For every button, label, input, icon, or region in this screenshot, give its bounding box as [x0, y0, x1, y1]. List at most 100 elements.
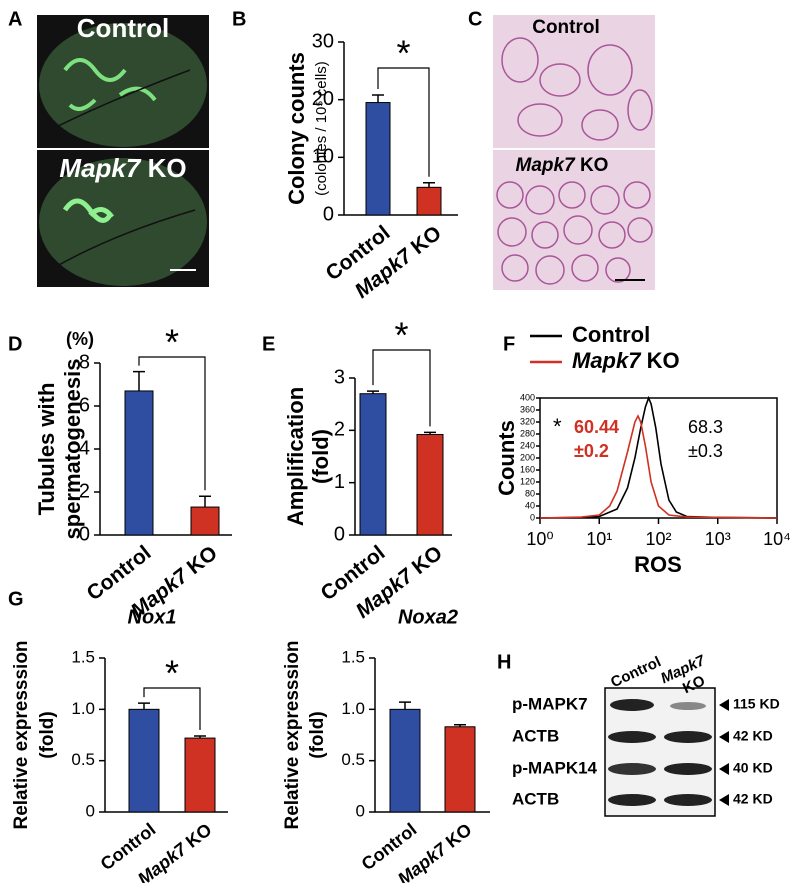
size-label: 40 KD [733, 760, 773, 776]
size-label: 115 KD [733, 696, 780, 712]
y-axis-label: Amplification [283, 387, 308, 526]
western-blot [604, 687, 716, 817]
significance-bracket [143, 687, 201, 731]
y-tick-label: 0 [334, 523, 345, 545]
y-axis-label: (fold) [308, 429, 333, 484]
error-bar [133, 370, 145, 391]
size-label: 42 KD [733, 728, 773, 744]
annotation: 60.44 [574, 417, 619, 437]
y-tick-label: 0 [79, 523, 90, 545]
annotation: ±0.3 [688, 441, 723, 461]
panel-letter: G [8, 588, 24, 610]
error-bar [138, 702, 150, 710]
significance-bracket [377, 67, 430, 177]
y-tick-label: 2 [79, 480, 90, 502]
x-tick-label: 10⁰ [526, 529, 553, 549]
y-tick-label: 0 [86, 801, 95, 820]
y-axis-label: Relative expresssion [11, 640, 32, 829]
arrow [719, 731, 729, 743]
y-tick-label: 6 [79, 394, 90, 416]
panel-letter: E [262, 333, 275, 355]
y-axis-label: spermatogenesis [60, 359, 85, 540]
y-tick-label: 0 [356, 801, 365, 820]
bar [416, 434, 444, 536]
row-label: p-MAPK7 [512, 694, 588, 713]
y-axis-label: (colonies / 10⁵ cells) [313, 61, 330, 196]
y-tick-label: 40 [525, 500, 535, 510]
y-tick-label: 1.0 [341, 699, 365, 718]
y-tick-label: 360 [520, 404, 535, 414]
significance-mark: * [396, 33, 410, 74]
y-tick-label: 1.0 [71, 699, 95, 718]
y-axis-label: Tubules with [34, 383, 59, 516]
arrow [719, 699, 729, 711]
panel-letter: A [8, 8, 22, 30]
series-line [539, 414, 778, 519]
y-tick-label: 0.5 [71, 750, 95, 769]
x-tick-label: 10² [645, 529, 671, 549]
bar [416, 186, 442, 216]
y-tick-label: 1.5 [341, 647, 365, 666]
y-axis-unit: (%) [66, 329, 94, 349]
annotation: 68.3 [688, 417, 723, 437]
y-tick-label: 8 [79, 351, 90, 373]
y-tick-label: 320 [520, 416, 535, 426]
histology-image [493, 15, 655, 290]
bar [184, 737, 216, 813]
y-tick-label: 0 [530, 512, 535, 522]
y-tick-label: 400 [520, 392, 535, 402]
legend-label: Control [572, 322, 650, 347]
error-bar [399, 701, 411, 710]
bar [190, 506, 220, 536]
row-label: ACTB [512, 789, 559, 808]
panel-letter: C [468, 8, 482, 30]
significance-mark: * [394, 315, 408, 356]
bar [365, 102, 391, 216]
x-axis-label: ROS [634, 552, 682, 577]
y-axis-label: Relative expresssion [282, 640, 303, 829]
error-bar [372, 94, 384, 103]
panel-letter: D [8, 333, 22, 355]
y-tick-label: 160 [520, 464, 535, 474]
legend-label: Mapk7 KO [572, 348, 680, 373]
panel-letter: H [497, 651, 511, 673]
annotation: ±0.2 [574, 441, 609, 461]
image-label: Mapk7 KO [59, 153, 186, 183]
y-axis-label: (fold) [37, 711, 58, 758]
bar [359, 393, 387, 536]
image-label: Control [77, 13, 169, 43]
y-tick-label: 30 [312, 30, 334, 52]
fluorescence-image [37, 15, 209, 287]
arrow [719, 763, 729, 775]
row-label: p-MAPK14 [512, 758, 598, 777]
image-label: Mapk7 KO [516, 155, 609, 176]
bar [124, 390, 154, 536]
chart-title: Nox1 [128, 606, 177, 628]
significance-bracket [372, 349, 431, 427]
y-tick-label: 1.5 [71, 647, 95, 666]
y-tick-label: 120 [520, 476, 535, 486]
panel-letter: F [503, 333, 515, 355]
y-axis-label: Colony counts [284, 52, 309, 205]
error-bar [199, 495, 211, 508]
y-tick-label: 280 [520, 428, 535, 438]
y-tick-label: 1 [334, 471, 345, 493]
bar [128, 708, 160, 813]
chart-title: Noxa2 [398, 606, 458, 628]
y-tick-label: 20 [312, 88, 334, 110]
x-tick-label: 10⁴ [763, 529, 791, 549]
arrow [719, 794, 729, 806]
y-tick-label: 200 [520, 452, 535, 462]
significance-mark: * [165, 653, 179, 694]
x-tick-label: 10¹ [586, 529, 612, 549]
y-tick-label: 80 [525, 488, 535, 498]
series-line [539, 395, 778, 519]
x-tick-label: 10³ [705, 529, 731, 549]
annotation: * [553, 414, 562, 439]
size-label: 42 KD [733, 791, 773, 807]
y-tick-label: 2 [334, 419, 345, 441]
bar [389, 708, 421, 813]
y-tick-label: 10 [312, 146, 334, 168]
y-axis-label: Counts [494, 420, 519, 496]
